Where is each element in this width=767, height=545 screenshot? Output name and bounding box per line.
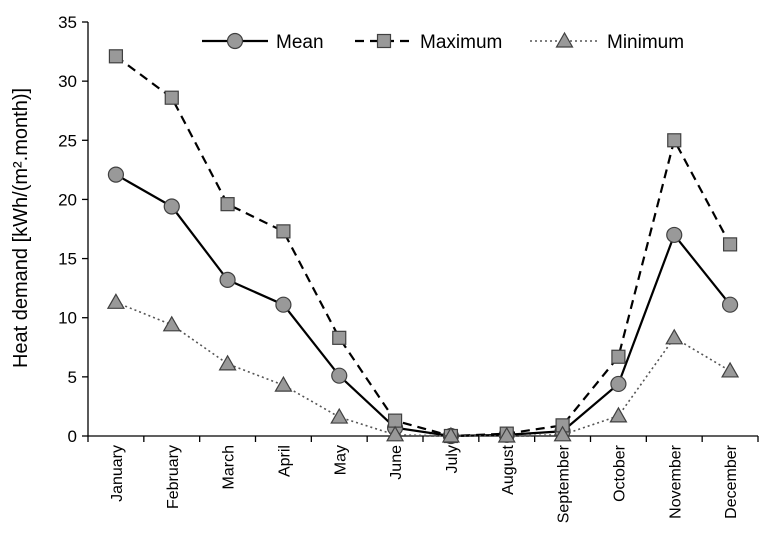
point-maximum-january [108, 49, 124, 64]
x-tick-label-may: May [332, 445, 349, 475]
x-tick-label-june: June [388, 445, 405, 480]
legend-marker-minimum [555, 31, 574, 48]
x-tick-label-december: December [723, 444, 740, 518]
point-minimum-january [106, 293, 125, 309]
x-tick-label-july: July [444, 445, 461, 473]
y-tick-label: 15 [58, 250, 77, 269]
point-maximum-march [220, 197, 235, 212]
legend: Mean Maximum Minimum [202, 31, 684, 53]
x-tick-label-september: September [556, 444, 573, 523]
x-tick-label-april: April [276, 445, 293, 477]
axes: 0 5 10 15 20 25 30 35 January February March April M… [58, 13, 759, 523]
point-minimum-june [386, 425, 405, 442]
point-mean-april [275, 296, 292, 313]
legend-item-minimum: Minimum [530, 31, 684, 53]
y-tick-label: 0 [68, 427, 77, 446]
point-mean-may [331, 367, 348, 384]
x-tick-label-february: February [165, 445, 182, 509]
series-maximum [108, 49, 738, 444]
point-maximum-april [276, 224, 291, 239]
point-mean-october [610, 375, 627, 393]
x-tick-label-october: October [611, 444, 628, 502]
point-minimum-march [218, 354, 237, 371]
point-maximum-november [667, 133, 682, 148]
y-tick-label: 10 [58, 309, 77, 328]
point-mean-december [721, 296, 739, 313]
series-line-mean [115, 173, 731, 438]
y-axis-title: Heat demand [kWh/(m².month)] [10, 88, 32, 368]
point-maximum-june [387, 413, 403, 428]
point-minimum-may [330, 407, 349, 424]
legend-item-maximum: Maximum [355, 32, 502, 53]
y-tick-label: 35 [58, 13, 77, 32]
point-maximum-october [611, 349, 626, 364]
point-minimum-december [721, 361, 740, 378]
legend-label-maximum: Maximum [420, 32, 502, 53]
legend-label-minimum: Minimum [607, 32, 684, 53]
series-line-minimum [115, 301, 731, 437]
x-tick-label-january: January [109, 445, 126, 502]
y-tick-label: 30 [58, 72, 77, 91]
point-mean-march [219, 271, 236, 288]
x-tick-label-august: August [500, 444, 517, 494]
y-tick-label: 20 [58, 190, 77, 209]
point-minimum-february [162, 315, 181, 332]
point-mean-november [666, 226, 683, 244]
series-minimum [106, 293, 740, 443]
point-minimum-november [665, 328, 684, 345]
point-maximum-may [332, 330, 347, 345]
point-minimum-july [441, 426, 460, 443]
legend-marker-maximum [376, 33, 392, 49]
point-minimum-august [497, 426, 516, 443]
legend-label-mean: Mean [276, 32, 324, 53]
legend-item-mean: Mean [202, 32, 324, 53]
point-minimum-april [274, 375, 293, 392]
legend-marker-mean [226, 32, 244, 50]
point-maximum-february [164, 90, 179, 105]
point-maximum-december [722, 237, 738, 252]
series-line-maximum [115, 55, 732, 438]
series-layer [106, 49, 740, 445]
point-minimum-october [609, 406, 628, 423]
y-tick-label: 25 [58, 131, 77, 150]
x-tick-label-november: November [667, 444, 684, 518]
point-mean-january [107, 166, 125, 183]
point-mean-february [163, 198, 180, 215]
point-minimum-september [553, 425, 572, 442]
x-tick-label-march: March [221, 445, 238, 489]
series-mean [107, 166, 739, 445]
y-tick-label: 5 [68, 368, 77, 387]
